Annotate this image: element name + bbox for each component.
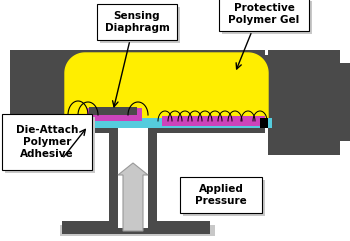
Bar xyxy=(87,108,142,121)
Bar xyxy=(10,115,265,133)
Bar xyxy=(260,118,268,128)
Bar xyxy=(100,7,180,43)
FancyArrow shape xyxy=(118,163,148,231)
Bar xyxy=(255,55,340,73)
Bar xyxy=(62,221,210,234)
Bar xyxy=(183,180,265,216)
Bar xyxy=(89,107,137,115)
Bar xyxy=(295,63,350,141)
Bar xyxy=(162,116,265,126)
Bar xyxy=(268,50,340,155)
Text: Sensing
Diaphragm: Sensing Diaphragm xyxy=(105,11,169,33)
Bar xyxy=(2,114,92,170)
Bar xyxy=(222,1,312,34)
Bar xyxy=(180,177,262,213)
Text: Applied
Pressure: Applied Pressure xyxy=(195,184,247,206)
Bar xyxy=(219,0,309,31)
Bar xyxy=(10,50,65,155)
Bar xyxy=(65,118,272,128)
Bar xyxy=(109,128,118,228)
Bar xyxy=(10,50,265,73)
Bar xyxy=(60,225,215,236)
Bar xyxy=(5,117,95,173)
Text: Die-Attach
Polymer
Adhesive: Die-Attach Polymer Adhesive xyxy=(16,125,78,159)
Bar xyxy=(97,4,177,40)
Bar xyxy=(118,128,148,228)
Polygon shape xyxy=(65,53,268,121)
Bar xyxy=(148,128,157,228)
Text: Protective
Polymer Gel: Protective Polymer Gel xyxy=(228,3,300,25)
